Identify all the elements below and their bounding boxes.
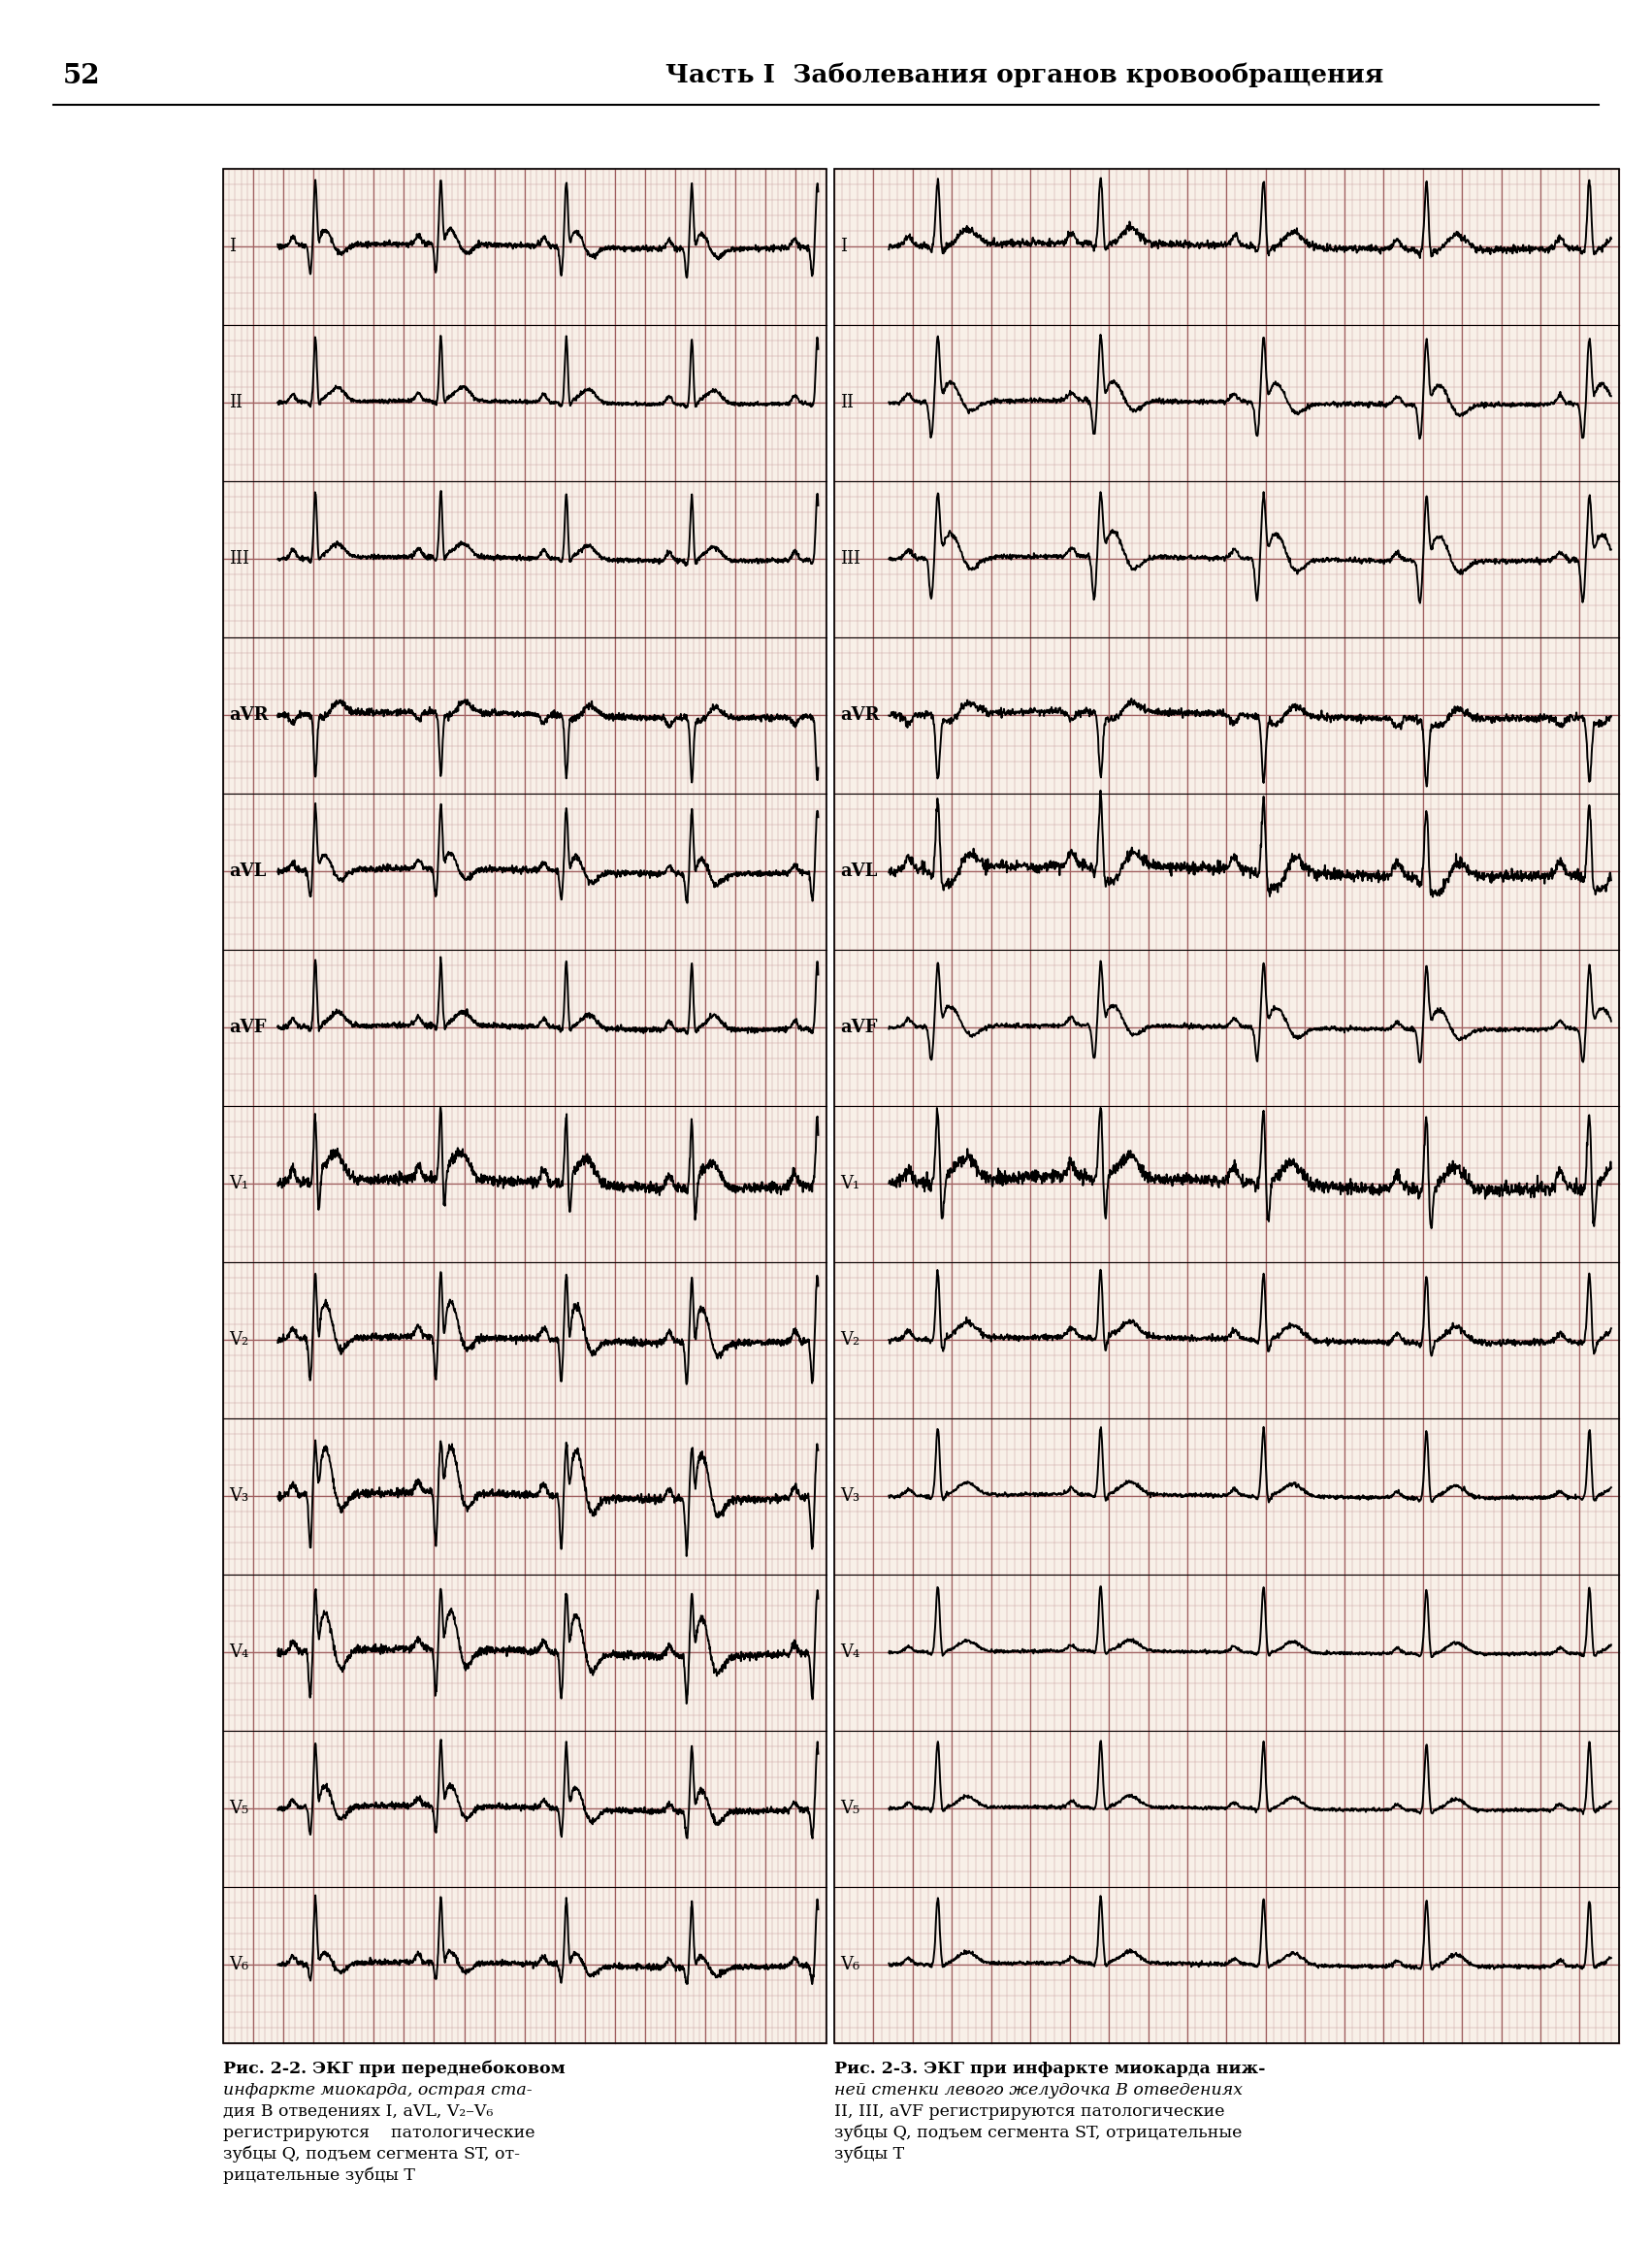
Text: aVR: aVR xyxy=(841,707,879,723)
Text: I: I xyxy=(230,238,236,256)
Text: дия В отведениях I, aVL, V₂–V₆: дия В отведениях I, aVL, V₂–V₆ xyxy=(223,2104,492,2119)
Bar xyxy=(223,168,826,2043)
Text: III: III xyxy=(841,550,861,568)
Text: aVL: aVL xyxy=(841,862,877,880)
Text: II, III, aVF регистрируются патологические: II, III, aVF регистрируются патологическ… xyxy=(834,2104,1224,2119)
Bar xyxy=(834,168,1619,2043)
Text: I: I xyxy=(841,238,847,256)
Text: инфаркте миокарда, острая ста-: инфаркте миокарда, острая ста- xyxy=(223,2081,532,2099)
Bar xyxy=(223,168,826,2043)
Text: ней стенки левого желудочка В отведениях: ней стенки левого желудочка В отведениях xyxy=(834,2081,1242,2099)
Text: II: II xyxy=(841,393,854,411)
Text: V₃: V₃ xyxy=(230,1488,248,1504)
Text: регистрируются    патологические: регистрируются патологические xyxy=(223,2124,535,2142)
Text: aVR: aVR xyxy=(230,707,268,723)
Text: aVL: aVL xyxy=(230,862,266,880)
Text: V₅: V₅ xyxy=(230,1800,248,1818)
Text: V₁: V₁ xyxy=(230,1174,248,1192)
Text: Рис. 2-3. ЭКГ при инфаркте миокарда ниж-: Рис. 2-3. ЭКГ при инфаркте миокарда ниж- xyxy=(834,2061,1265,2077)
Text: зубцы Q, подъем сегмента ST, отрицательные: зубцы Q, подъем сегмента ST, отрицательн… xyxy=(834,2124,1242,2142)
Text: зубцы T: зубцы T xyxy=(834,2146,904,2162)
Text: aVF: aVF xyxy=(841,1019,877,1037)
Text: V₂: V₂ xyxy=(841,1331,859,1349)
Text: V₄: V₄ xyxy=(841,1643,859,1661)
Text: зубцы Q, подъем сегмента ST, от-: зубцы Q, подъем сегмента ST, от- xyxy=(223,2146,520,2162)
Text: рицательные зубцы T: рицательные зубцы T xyxy=(223,2166,415,2184)
Text: V₄: V₄ xyxy=(230,1643,248,1661)
Text: II: II xyxy=(230,393,243,411)
Bar xyxy=(834,168,1619,2043)
Text: V₆: V₆ xyxy=(230,1955,248,1973)
Text: V₂: V₂ xyxy=(230,1331,248,1349)
Text: V₅: V₅ xyxy=(841,1800,859,1818)
Text: III: III xyxy=(230,550,249,568)
Text: Рис. 2-2. ЭКГ при переднебоковом: Рис. 2-2. ЭКГ при переднебоковом xyxy=(223,2061,565,2077)
Text: V₆: V₆ xyxy=(841,1955,859,1973)
Text: V₃: V₃ xyxy=(841,1488,859,1504)
Text: Часть I  Заболевания органов кровообращения: Часть I Заболевания органов кровообращен… xyxy=(666,63,1383,88)
Text: aVF: aVF xyxy=(230,1019,266,1037)
Text: 52: 52 xyxy=(63,63,101,90)
Text: V₁: V₁ xyxy=(841,1174,859,1192)
